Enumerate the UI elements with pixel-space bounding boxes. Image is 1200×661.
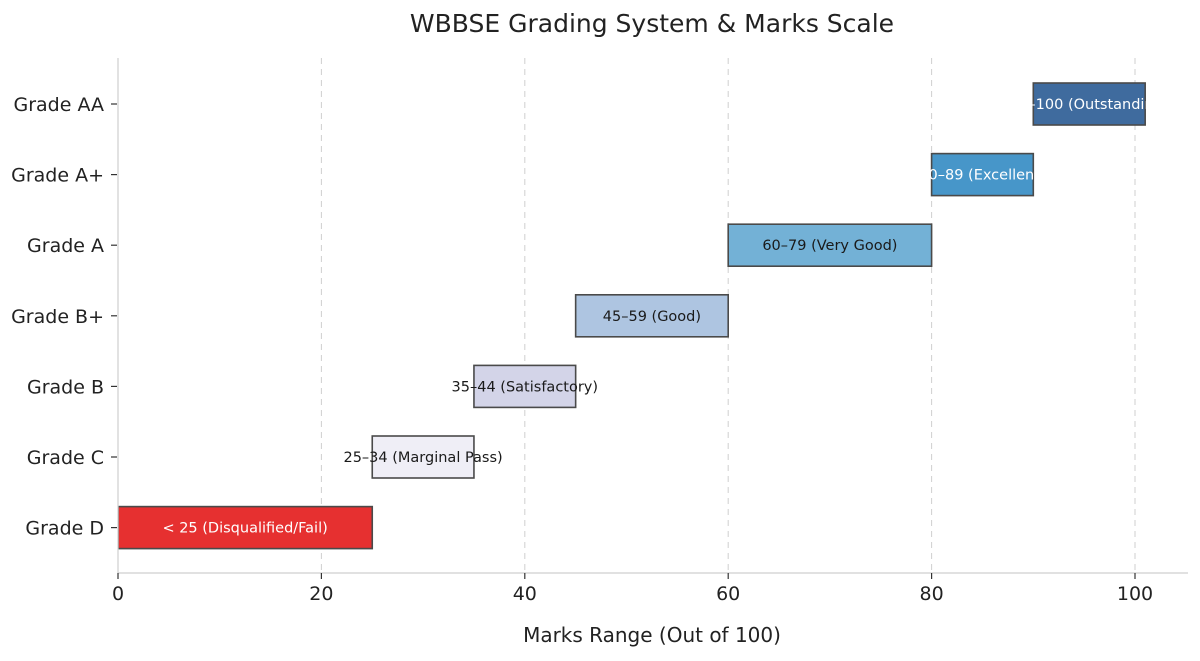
bars-group: 90–100 (Outstanding) 80–89 (Excellent) 60–…	[118, 82, 1169, 550]
x-tick-label-80: 80	[920, 583, 944, 605]
bar-label: 60–79 (Very Good)	[762, 238, 897, 254]
bar-label: < 25 (Disqualified/Fail)	[162, 521, 327, 537]
y-tick-label: Grade C	[27, 447, 104, 469]
bar-grade-c	[371, 435, 475, 479]
y-axis-ticks: Grade AA Grade A+ Grade A Grade B+ Grade B Gr…	[11, 94, 117, 540]
bar-grade-b	[473, 364, 577, 409]
y-tick-label: Grade D	[25, 518, 104, 540]
chart-title: WBBSE Grading System & Marks Scale	[410, 9, 894, 38]
y-tick-label: Grade AA	[14, 94, 105, 116]
axes	[117, 58, 1188, 574]
x-tick-label-60: 60	[716, 583, 740, 605]
bar-label: 25–34 (Marginal Pass)	[343, 450, 502, 466]
bar-label: 80–89 (Excellent)	[919, 168, 1045, 184]
y-tick-label: Grade A	[27, 235, 104, 257]
x-tick-label-20: 20	[309, 583, 333, 605]
x-tick-label-0: 0	[112, 583, 124, 605]
bar-grade-d	[118, 505, 374, 550]
x-axis-ticks: 0 20 40 60 80 100	[112, 573, 1153, 605]
bar-grade-a	[727, 223, 933, 267]
y-tick-label: Grade B+	[11, 306, 104, 328]
x-tick-label-100: 100	[1117, 583, 1153, 605]
y-tick-label: Grade B	[27, 376, 104, 398]
bar-label: 45–59 (Good)	[603, 309, 701, 325]
bar-grade-b-	[574, 293, 730, 338]
x-tick-label-40: 40	[513, 583, 537, 605]
x-axis-label: Marks Range (Out of 100)	[523, 623, 781, 647]
bar-label: 35–44 (Satisfactory)	[452, 379, 599, 395]
bar-grade-aa	[1032, 82, 1146, 126]
bar-grade-a-	[930, 152, 1035, 197]
y-tick-label: Grade A+	[11, 165, 104, 187]
bar-label: 90–100 (Outstanding)	[1010, 97, 1169, 113]
